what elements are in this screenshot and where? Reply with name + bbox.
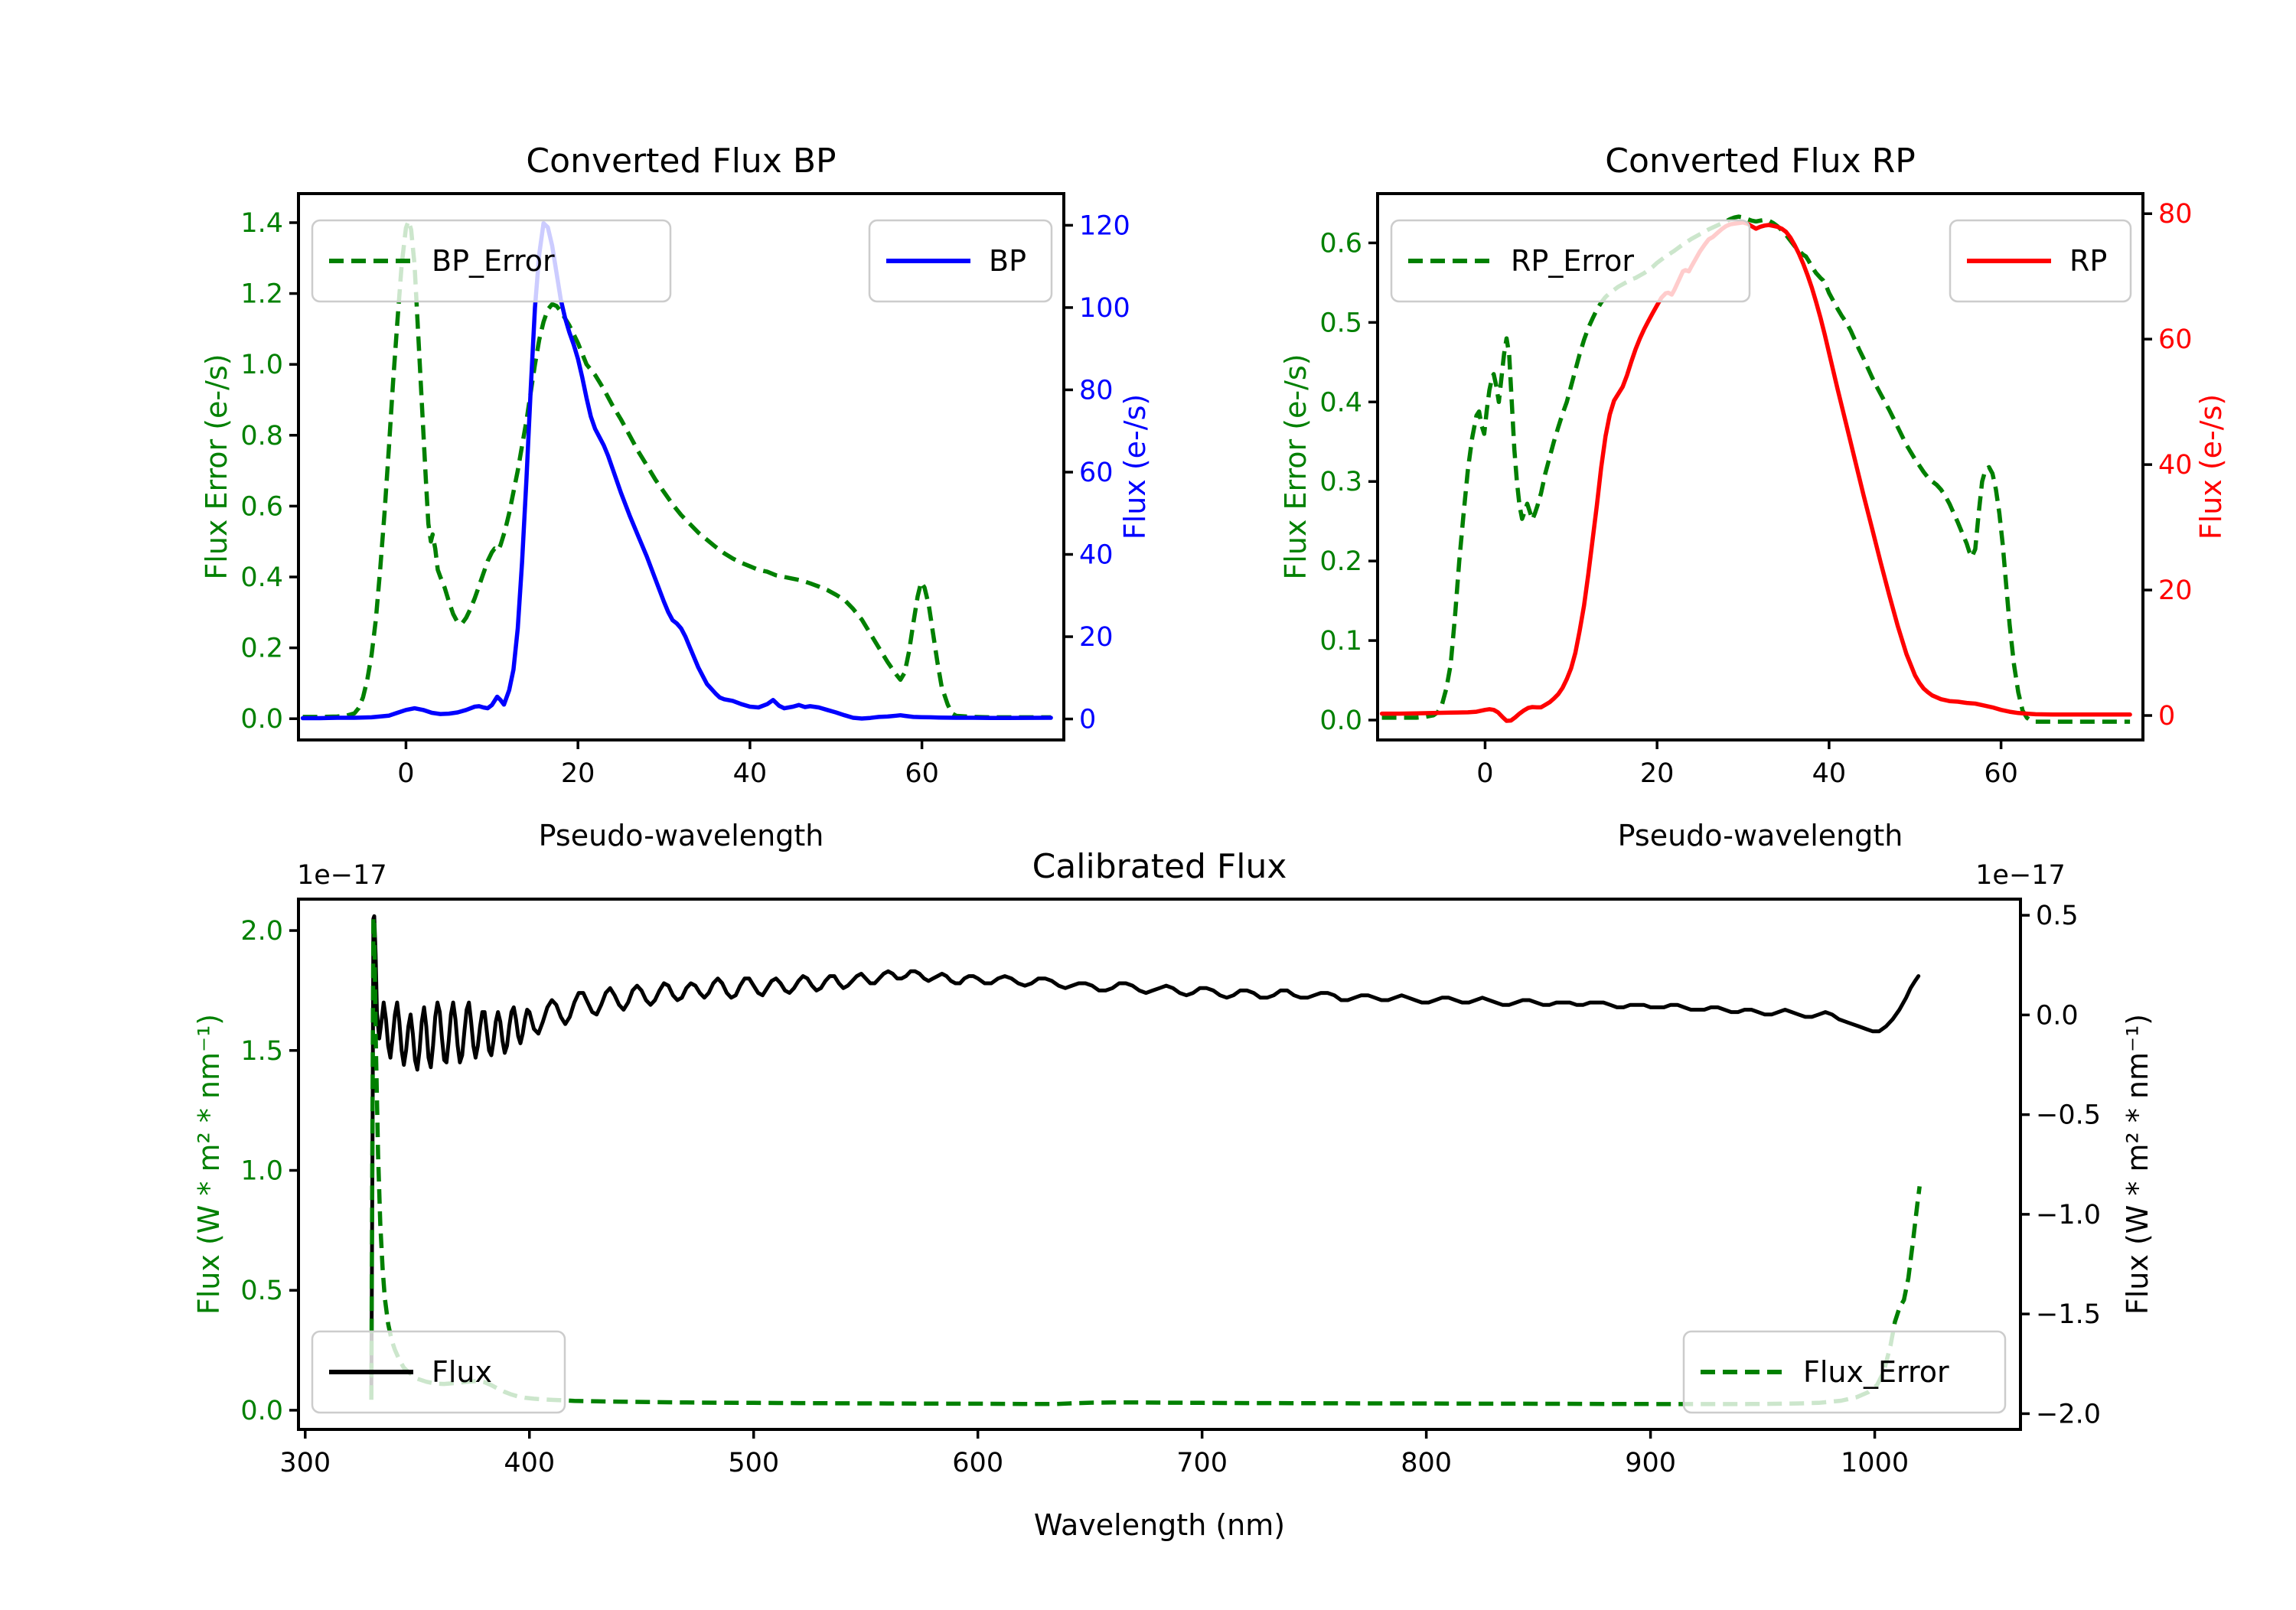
y-left-tick-label: 0.2 — [1319, 546, 1362, 577]
legend-box — [1390, 219, 1751, 303]
legend-rp_error: RP_Error — [1390, 219, 1751, 303]
y-right-tick-label: 0.0 — [2036, 1000, 2079, 1031]
y-left-tick-label: 0.1 — [1319, 626, 1362, 657]
y-left-tick-label: 1.0 — [240, 350, 283, 380]
y-right-tick-label: 20 — [1079, 622, 1114, 653]
curve-bp — [300, 220, 1053, 721]
y-right-tick-label: −0.5 — [2036, 1100, 2101, 1131]
legend-flux: Flux — [311, 1330, 566, 1414]
legend-label: RP_Error — [1511, 244, 1634, 278]
legend-flux_error: Flux_Error — [1682, 1330, 2007, 1414]
plot-cal: 300 400 500 600 700 800 900 1000 0.0 0.5 1.0 1.5 2.0… — [192, 847, 2154, 1542]
legend-rp: RP — [1949, 219, 2132, 303]
y-right-axis-label: Flux (e-/s) — [2194, 394, 2228, 539]
y-right-tick-label: 0.5 — [2036, 901, 2079, 931]
curve-flux_error — [369, 914, 1922, 1406]
x-tick-label: 400 — [504, 1448, 555, 1478]
y-right-tick-label: −2.0 — [2036, 1399, 2101, 1429]
plot-title-cal: Calibrated Flux — [1032, 847, 1287, 886]
x-tick-label: 700 — [1176, 1448, 1228, 1478]
y-left-axis-label: Flux Error (e-/s) — [1279, 354, 1313, 579]
y-right-tick-label: 100 — [1079, 293, 1130, 324]
axis-offset-text: 1e−17 — [297, 860, 387, 891]
y-right-tick-label: 40 — [1079, 540, 1114, 571]
x-tick-label: 20 — [561, 758, 595, 789]
x-tick-label: 60 — [905, 758, 939, 789]
x-tick-label: 0 — [397, 758, 414, 789]
x-tick-label: 500 — [728, 1448, 779, 1478]
legend-label: BP — [989, 244, 1026, 278]
x-axis-label: Pseudo-wavelength — [539, 819, 824, 852]
y-right-tick-label: 60 — [2158, 324, 2193, 355]
axes-frame-bp — [297, 192, 1065, 741]
plot-title-bp: Converted Flux BP — [526, 142, 836, 181]
x-tick-label: 60 — [1984, 758, 2018, 789]
legend-bp: BP — [868, 219, 1053, 303]
y-left-tick-label: 0.6 — [240, 491, 283, 522]
y-right-tick-label: 120 — [1079, 210, 1130, 241]
y-left-tick-label: 0.4 — [1319, 387, 1362, 418]
axes-frame-cal — [297, 898, 2022, 1431]
plot-bp: 0 20 40 60 0.0 0.2 0.4 0.6 0.8 1.0 1.2 1.4 0 20 40 60 80… — [200, 142, 1152, 852]
x-tick-label: 900 — [1625, 1448, 1676, 1478]
y-right-tick-label: 0 — [2158, 701, 2175, 732]
plot-rp: 0 20 40 60 0.0 0.1 0.2 0.3 0.4 0.5 0.6 0 20 40 60 80 Con… — [1279, 142, 2228, 852]
y-right-tick-label: 60 — [1079, 458, 1114, 488]
x-tick-label: 1000 — [1841, 1448, 1909, 1478]
x-tick-label: 0 — [1476, 758, 1493, 789]
y-left-tick-label: 0.3 — [1319, 467, 1362, 497]
legend-label: BP_Error — [432, 244, 555, 278]
legend-label: Flux — [432, 1355, 492, 1389]
y-left-tick-label: 1.0 — [240, 1155, 283, 1186]
y-left-tick-label: 1.4 — [240, 208, 283, 239]
y-right-tick-label: 80 — [2158, 199, 2193, 230]
y-left-tick-label: 1.2 — [240, 279, 283, 310]
y-left-tick-label: 0.0 — [240, 1396, 283, 1426]
y-left-tick-label: 0.0 — [1319, 706, 1362, 736]
y-right-tick-label: −1.0 — [2036, 1200, 2101, 1230]
series-group-cal — [369, 914, 1922, 1406]
y-left-tick-label: 0.0 — [240, 704, 283, 735]
y-left-tick-label: 0.4 — [240, 562, 283, 593]
axes-frame-rp — [1376, 192, 2144, 741]
y-left-tick-label: 0.2 — [240, 634, 283, 664]
y-left-tick-label: 0.5 — [1319, 308, 1362, 338]
x-tick-label: 600 — [952, 1448, 1003, 1478]
x-tick-label: 40 — [1812, 758, 1847, 789]
x-tick-label: 20 — [1640, 758, 1675, 789]
y-left-tick-label: 0.5 — [240, 1276, 283, 1306]
x-tick-label: 800 — [1401, 1448, 1452, 1478]
y-right-tick-label: 0 — [1079, 705, 1096, 735]
y-right-tick-label: 20 — [2158, 575, 2193, 606]
legend-box — [311, 1330, 566, 1414]
y-right-tick-label: 80 — [1079, 375, 1114, 406]
y-left-axis-label: Flux Error (e-/s) — [200, 354, 233, 579]
curve-rp_error — [1381, 214, 2131, 724]
curve-flux — [369, 914, 1921, 1393]
y-left-tick-label: 0.6 — [1319, 228, 1362, 259]
legend-box — [1682, 1330, 2007, 1414]
legend-label: Flux_Error — [1803, 1355, 1949, 1389]
y-right-tick-label: −1.5 — [2036, 1299, 2101, 1330]
y-left-tick-label: 1.5 — [240, 1036, 283, 1067]
plot-title-rp: Converted Flux RP — [1605, 142, 1916, 181]
y-left-tick-label: 2.0 — [240, 916, 283, 947]
x-tick-label: 300 — [279, 1448, 331, 1478]
legend-box — [311, 219, 672, 303]
y-right-axis-label: Flux (e-/s) — [1118, 394, 1152, 539]
y-right-tick-label: 40 — [2158, 450, 2193, 481]
y-left-axis-label: Flux (W * m² * nm⁻¹) — [192, 1014, 226, 1315]
legend-label: RP — [2069, 244, 2107, 278]
axis-offset-text: 1e−17 — [1975, 860, 2066, 891]
legend-bp_error: BP_Error — [311, 219, 672, 303]
x-axis-label: Wavelength (nm) — [1034, 1508, 1285, 1542]
y-right-axis-label: Flux (W * m² * nm⁻¹) — [2121, 1014, 2154, 1315]
x-tick-label: 40 — [733, 758, 768, 789]
series-group-bp — [300, 218, 1053, 721]
x-axis-label: Pseudo-wavelength — [1618, 819, 1903, 852]
y-left-tick-label: 0.8 — [240, 421, 283, 451]
